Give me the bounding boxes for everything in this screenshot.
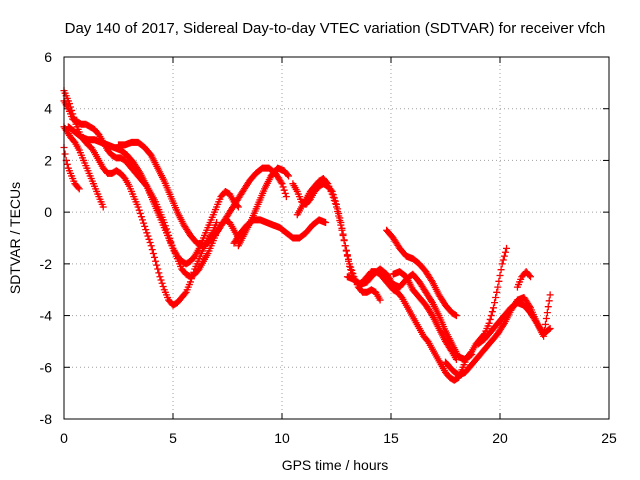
- x-tick-label: 5: [169, 430, 177, 446]
- series-marker-group: [293, 175, 384, 304]
- x-tick-label: 20: [492, 430, 508, 446]
- series-marker-group: [60, 123, 107, 211]
- y-tick-label: 4: [44, 101, 52, 117]
- x-axis-label: GPS time / hours: [282, 457, 389, 473]
- chart-title: Day 140 of 2017, Sidereal Day-to-day VTE…: [65, 20, 606, 37]
- series-marker-group: [230, 216, 330, 247]
- x-tick-label: 15: [383, 430, 399, 446]
- x-tick-label: 10: [274, 430, 290, 446]
- series-marker-group: [289, 180, 511, 384]
- plot-frame: [63, 56, 610, 420]
- x-tick-label: 25: [601, 430, 617, 446]
- series-marker-group: [389, 268, 460, 364]
- series-marker-group: [383, 226, 460, 320]
- series-marker-group: [442, 293, 554, 379]
- series-marker-group: [64, 123, 242, 268]
- y-tick-label: -2: [40, 256, 53, 272]
- series-marker-group: [474, 291, 554, 348]
- y-axis-label: SDTVAR / TECUs: [7, 182, 23, 294]
- series-marker-group: [343, 265, 476, 364]
- y-tick-label: 0: [44, 204, 52, 220]
- series-marker-group: [234, 164, 293, 250]
- y-tick-label: -6: [40, 359, 53, 375]
- x-tick-label: 0: [60, 430, 68, 446]
- y-tick-label: -8: [40, 411, 53, 427]
- series-marker-group: [115, 138, 290, 250]
- y-tick-label: 6: [44, 49, 52, 65]
- grid: [64, 57, 609, 419]
- data-marks: [60, 87, 554, 384]
- y-tick-label: -4: [40, 308, 53, 324]
- series-marker-group: [513, 268, 535, 291]
- y-tick-label: 2: [44, 152, 52, 168]
